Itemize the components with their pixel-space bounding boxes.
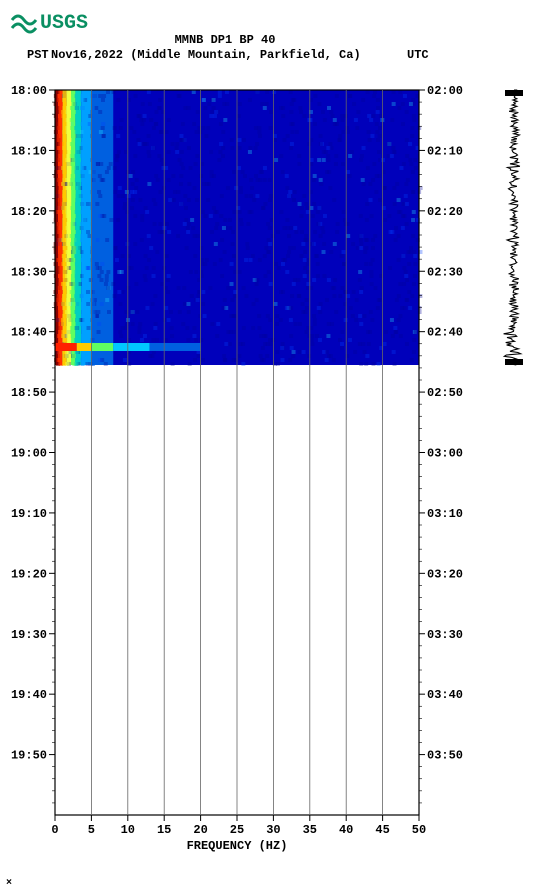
tz-right-label: UTC (407, 48, 429, 62)
y-right-tick-label: 03:50 (427, 749, 463, 763)
y-left-tick-label: 19:40 (11, 688, 47, 702)
usgs-logo: USGS (12, 12, 88, 35)
tz-left-label: PST (27, 48, 49, 62)
x-tick-label: 5 (88, 823, 95, 837)
y-right-tick-label: 02:40 (427, 326, 463, 340)
x-tick-label: 20 (193, 823, 207, 837)
x-tick-label: 0 (51, 823, 58, 837)
y-right-tick-label: 03:00 (427, 447, 463, 461)
x-tick-label: 15 (157, 823, 171, 837)
spectrogram-plot: 0 5 10 15 20 25 30 35 40 45 50 FREQUENCY (HZ) 18:00 0… (11, 84, 463, 853)
svg-text:USGS: USGS (40, 12, 88, 35)
y-right-tick-label: 03:10 (427, 507, 463, 521)
y-right-tick-label: 02:20 (427, 205, 463, 219)
y-left-tick-label: 18:40 (11, 326, 47, 340)
seismogram-trace (504, 90, 523, 365)
y-left-tick-label: 18:30 (11, 265, 47, 279)
y-right-tick-label: 03:40 (427, 688, 463, 702)
y-right-tick-label: 02:50 (427, 386, 463, 400)
y-right-tick-label: 02:10 (427, 144, 463, 158)
y-left-tick-label: 19:00 (11, 447, 47, 461)
y-left-tick-label: 19:30 (11, 628, 47, 642)
y-left-tick-label: 19:50 (11, 749, 47, 763)
x-axis-label: FREQUENCY (HZ) (187, 839, 288, 853)
x-tick-label: 10 (121, 823, 135, 837)
y-right-tick-label: 03:20 (427, 567, 463, 581)
y-left-tick-label: 18:50 (11, 386, 47, 400)
y-right-tick-label: 03:30 (427, 628, 463, 642)
x-tick-label: 45 (375, 823, 389, 837)
y-left-tick-label: 18:00 (11, 84, 47, 98)
chart-title: MMNB DP1 BP 40 (175, 33, 276, 47)
chart-subtitle: Nov16,2022 (Middle Mountain, Parkfield, … (51, 48, 361, 62)
x-tick-label: 40 (339, 823, 353, 837)
footer-mark: × (6, 878, 12, 889)
y-left-tick-label: 19:20 (11, 567, 47, 581)
y-left-tick-label: 18:20 (11, 205, 47, 219)
y-left-tick-label: 19:10 (11, 507, 47, 521)
y-right-tick-label: 02:00 (427, 84, 463, 98)
x-tick-label: 35 (303, 823, 317, 837)
y-right-tick-label: 02:30 (427, 265, 463, 279)
x-tick-label: 25 (230, 823, 244, 837)
x-tick-label: 30 (266, 823, 280, 837)
y-left-tick-label: 18:10 (11, 144, 47, 158)
figure: USGS MMNB DP1 BP 40 PSTNov16,2022 (Middle … (0, 0, 552, 893)
x-tick-label: 50 (412, 823, 426, 837)
